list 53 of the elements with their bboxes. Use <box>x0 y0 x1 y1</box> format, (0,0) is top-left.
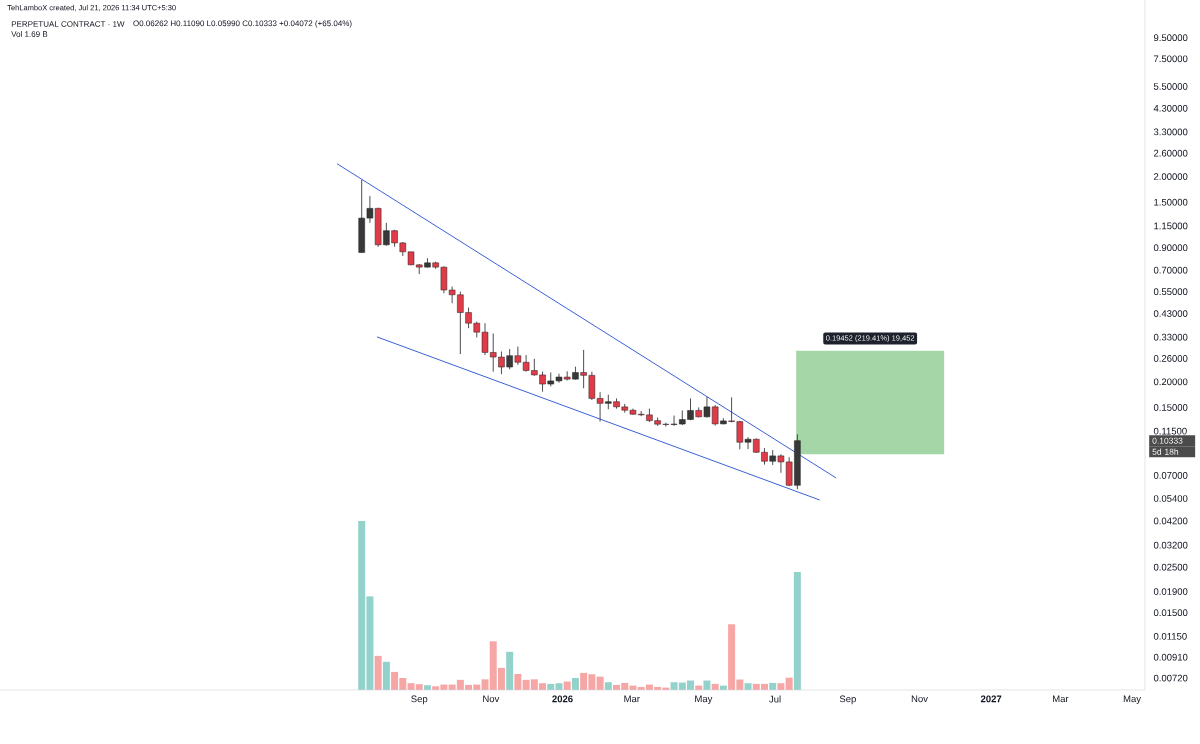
y-tick-label: 0.90000 <box>1153 244 1188 252</box>
y-tick-label: 0.43000 <box>1153 310 1188 317</box>
y-tick-label: 0.33000 <box>1153 333 1188 341</box>
y-tick-label: 0.04200 <box>1153 517 1188 525</box>
bar <box>571 677 579 690</box>
x-tick-label: Mar <box>624 695 640 703</box>
x-tick-label: Mar <box>1053 695 1069 703</box>
bar <box>514 673 522 690</box>
y-tick-label: 0.02500 <box>1153 563 1188 571</box>
y-tick-label: 1.15000 <box>1154 222 1188 230</box>
bar <box>604 682 612 690</box>
y-tick-label: 0.00720 <box>1153 674 1188 682</box>
x-tick-label: May <box>695 695 713 705</box>
y-tick-label: 7.50000 <box>1153 55 1188 63</box>
y-tick-label: 9.50000 <box>1153 34 1188 42</box>
x-tick-label: Nov <box>483 695 500 703</box>
x-tick-label: Nov <box>911 695 928 703</box>
bar <box>785 677 793 690</box>
y-tick-label: 5.50000 <box>1153 83 1188 90</box>
x-tick-label: 2026 <box>552 695 573 703</box>
x-tick-label: Sep <box>839 695 856 705</box>
chart-title: Vol 1.69 B <box>11 31 48 37</box>
y-tick-label: 0.55000 <box>1153 288 1188 295</box>
bar <box>374 655 382 690</box>
y-tick-label: 0.05400 <box>1153 495 1188 502</box>
bar <box>793 572 801 690</box>
x-tick-label: Jul <box>769 695 781 703</box>
y-tick-label: 0.70000 <box>1153 266 1188 274</box>
y-tick-label: 0.00910 <box>1153 653 1188 661</box>
y-tick-label: 0.03200 <box>1153 541 1188 549</box>
y-tick-label: 1.50000 <box>1154 198 1188 206</box>
y-tick-label: 0.01900 <box>1153 588 1188 595</box>
bar <box>506 651 514 690</box>
y-tick-label: 0.26000 <box>1153 355 1188 362</box>
text: 0.10333 <box>1152 437 1183 444</box>
y-tick-label: 0.01150 <box>1153 632 1187 640</box>
y-tick-label: 3.30000 <box>1153 128 1188 136</box>
y-tick-label: 0.11500 <box>1153 427 1187 435</box>
y-tick-label: 0.07000 <box>1153 472 1188 479</box>
text: 5d 18h <box>1152 448 1179 455</box>
y-tick-label: 4.30000 <box>1153 104 1188 112</box>
y-tick-label: 2.60000 <box>1153 149 1188 157</box>
bar <box>382 661 390 690</box>
x-tick-label: 2027 <box>980 695 1002 703</box>
x-tick-label: May <box>1123 695 1141 705</box>
y-tick-label: 0.15000 <box>1153 404 1188 411</box>
y-tick-label: 0.20000 <box>1153 378 1188 386</box>
y-tick-label: 2.00000 <box>1153 173 1188 180</box>
bar <box>596 676 604 690</box>
x-tick-label: Sep <box>411 695 428 705</box>
text: PERPETUAL CONTRACT · 1W <box>11 21 125 27</box>
y-tick-label: 0.01500 <box>1153 609 1188 617</box>
annotation: O0.06262 H0.11090 L0.05990 C0.10333 +0.04072 (+65.04%) <box>133 20 352 28</box>
